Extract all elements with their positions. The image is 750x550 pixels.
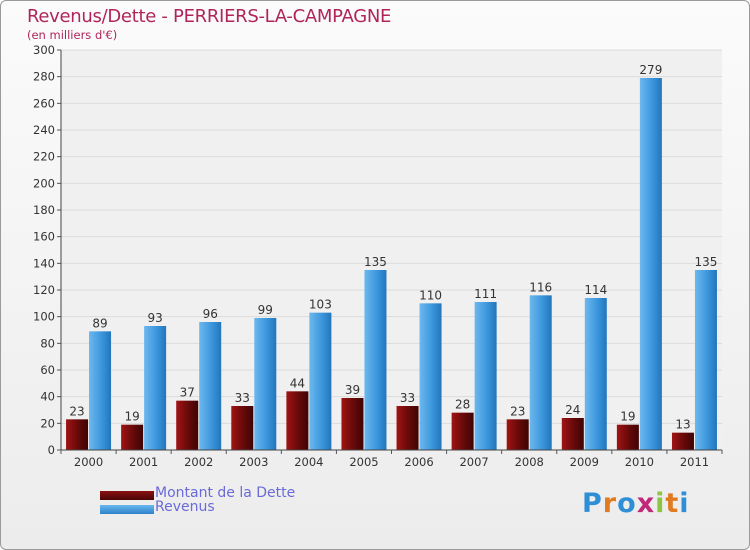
bar-revenus [254,318,277,450]
data-label: 96 [203,307,218,321]
bar-dette [341,398,364,450]
y-tick-label: 220 [33,150,55,164]
data-label: 19 [124,410,139,424]
data-label: 39 [345,383,360,397]
data-label: 135 [695,255,718,269]
chart-title: Revenus/Dette - PERRIERS-LA-CAMPAGNE [27,6,392,27]
y-tick-label: 280 [33,70,55,84]
y-tick-label: 240 [33,123,55,137]
y-tick-label: 200 [33,176,55,190]
data-label: 110 [419,288,442,302]
legend-label-debt: Montant de la Dette [155,485,296,501]
y-tick-label: 140 [33,256,55,270]
logo-letter: i [655,488,666,519]
bar-dette [506,419,529,450]
x-tick-label: 2003 [239,455,268,469]
data-label: 24 [565,403,580,417]
x-tick-label: 2007 [459,455,488,469]
chart-subtitle: (en milliers d'€) [27,28,118,42]
data-label: 111 [474,287,497,301]
y-tick-label: 40 [40,390,55,404]
bar-revenus [199,322,222,450]
y-tick-label: 20 [40,416,55,430]
bar-revenus [364,270,387,450]
y-tick-label: 300 [33,43,55,57]
bar-dette [451,412,474,450]
bar-dette [396,406,419,450]
y-tick-label: 160 [33,230,55,244]
data-label: 28 [455,398,470,412]
bar-dette [121,424,144,450]
bar-revenus [529,295,552,450]
bar-dette [616,424,639,450]
bar-revenus [419,303,442,450]
logo-letter: o [617,488,637,519]
logo-letter: x [636,488,656,519]
bar-revenus [584,298,607,450]
proxiti-logo: Proxiti [582,488,690,519]
x-tick-label: 2006 [404,455,433,469]
legend-label-revenus: Revenus [155,499,215,515]
x-tick-label: 2008 [515,455,544,469]
data-label: 44 [290,376,305,390]
data-label: 19 [620,410,635,424]
plot-area [61,50,722,450]
data-label: 135 [364,255,387,269]
data-label: 37 [180,386,195,400]
bar-dette [671,432,694,450]
y-tick-label: 180 [33,203,55,217]
bar-revenus [474,302,497,450]
bar-revenus [639,78,662,450]
y-tick-label: 120 [33,283,55,297]
data-label: 99 [258,303,273,317]
bar-dette [286,391,309,450]
x-tick-label: 2004 [294,455,323,469]
logo-letter: r [602,488,618,519]
legend-swatch-revenus [100,505,154,514]
logo-letter: P [582,488,603,519]
bar-dette [66,419,89,450]
y-tick-label: 260 [33,96,55,110]
legend-swatch-debt [100,491,154,500]
data-label: 116 [529,280,552,294]
data-label: 114 [584,283,607,297]
data-label: 33 [400,391,415,405]
x-tick-label: 2005 [349,455,378,469]
logo-letter: t [665,488,680,519]
data-label: 33 [235,391,250,405]
data-label: 103 [309,298,332,312]
bar-dette [231,406,254,450]
x-tick-label: 2001 [129,455,158,469]
y-tick-label: 100 [33,310,55,324]
bar-revenus [144,326,167,450]
x-tick-label: 2009 [570,455,599,469]
data-label: 93 [147,311,162,325]
data-label: 279 [639,63,662,77]
y-tick-label: 60 [40,363,55,377]
bar-revenus [309,312,332,450]
y-tick-label: 0 [48,443,55,457]
x-tick-label: 2000 [74,455,103,469]
bar-dette [561,418,584,450]
x-tick-label: 2002 [184,455,213,469]
bar-revenus [694,270,717,450]
data-label: 89 [92,316,107,330]
bar-dette [176,400,199,450]
data-label: 23 [69,404,84,418]
bar-revenus [89,331,112,450]
data-label: 23 [510,404,525,418]
x-tick-label: 2011 [680,455,709,469]
y-tick-label: 80 [40,336,55,350]
logo-letter: i [679,488,690,519]
x-tick-label: 2010 [625,455,654,469]
data-label: 13 [675,418,690,432]
